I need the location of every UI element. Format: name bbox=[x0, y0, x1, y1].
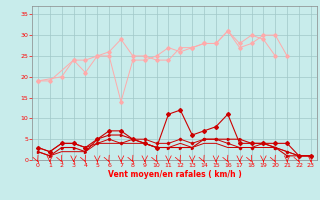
X-axis label: Vent moyen/en rafales ( km/h ): Vent moyen/en rafales ( km/h ) bbox=[108, 170, 241, 179]
